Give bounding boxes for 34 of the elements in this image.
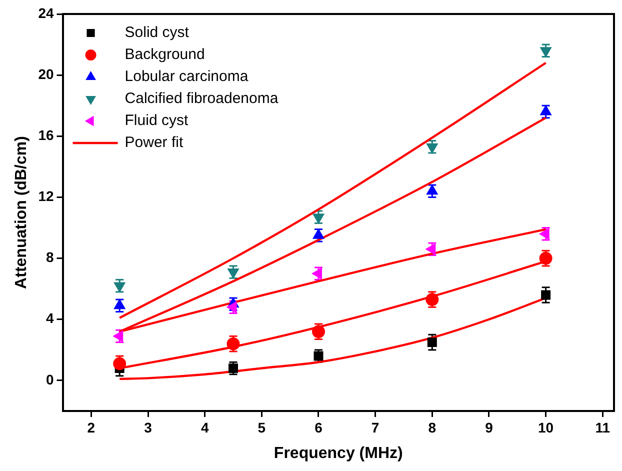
y-tick-label: 20 [38,66,54,82]
y-tick-label: 16 [38,127,54,144]
y-tick-label: 0 [46,371,54,388]
x-tick-label: 3 [144,419,152,436]
x-tick-label: 4 [200,419,209,436]
point [114,282,126,292]
legend-label: Solid cyst [124,24,190,42]
point [540,47,552,58]
x-tick-label: 2 [87,419,96,436]
x-tick-label: 11 [595,419,610,436]
x-tick-label: 7 [371,419,380,436]
y-tick-label: 8 [46,249,54,266]
line-series [118,62,547,319]
x-tick-label: 6 [314,419,323,436]
legend-label: Fluid cyst [124,112,189,130]
point [427,338,437,348]
x-tick-label: 5 [258,419,266,436]
point [541,290,551,300]
point [312,214,324,224]
point [228,364,238,373]
x-axis-title: Frequency (MHz) [274,444,403,462]
y-axis-title: Attenuation (dB/cm) [13,136,30,289]
legend-label: Calcified fibroadenoma [124,90,279,108]
legend-label: Background [124,46,205,64]
y-tick-label: 12 [38,188,54,204]
x-tick-label: 9 [485,419,494,436]
x-tick-label: 10 [538,419,554,436]
x-tick-label: 8 [428,419,436,436]
legend-label: Power fit [124,134,184,152]
y-tick-label: 4 [46,310,54,326]
legend-label: Lobular carcinoma [124,68,249,86]
point [426,143,438,154]
y-tick-label: 24 [38,4,54,21]
point [228,268,239,279]
